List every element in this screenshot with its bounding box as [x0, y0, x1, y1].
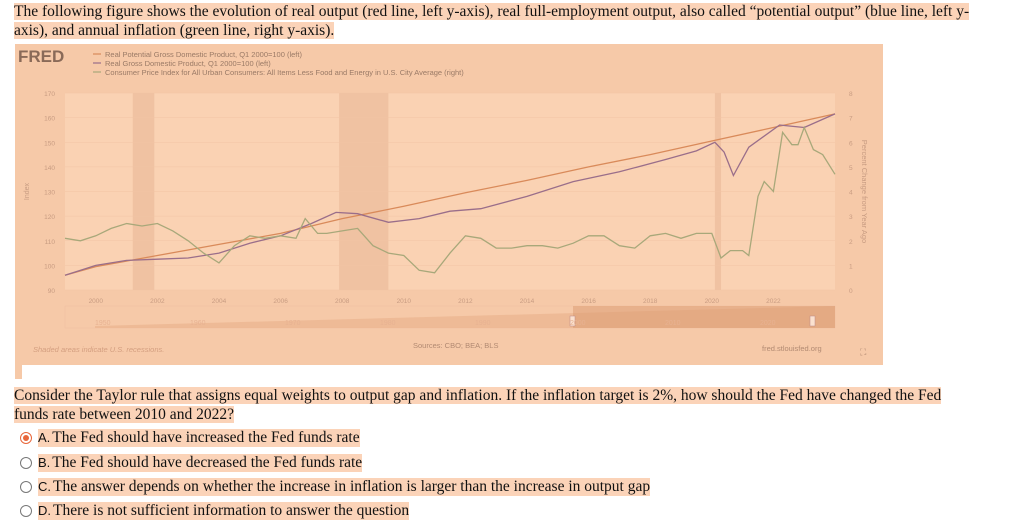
x-tick-label: 2012 [458, 298, 473, 305]
y2-tick-label: 2 [849, 239, 853, 246]
y2-tick-label: 5 [849, 165, 853, 172]
sources-note: Sources: CBO; BEA; BLS [413, 341, 498, 350]
y-tick-label: 150 [44, 140, 55, 147]
x-tick-label: 2020 [705, 298, 720, 305]
option-c-label: The answer depends on whether the increa… [53, 478, 651, 495]
y-tick-label: 170 [44, 91, 55, 98]
radio-b[interactable] [20, 457, 32, 469]
legend-label: Real Potential Gross Domestic Product, Q… [105, 50, 302, 59]
navigator-tick-label: 1980 [380, 320, 396, 327]
highlight-marker [15, 365, 22, 379]
x-tick-label: 2004 [212, 298, 227, 305]
y-tick-label: 100 [44, 263, 55, 270]
navigator-right-handle[interactable] [809, 315, 816, 327]
option-a-label: The Fed should have increased the Fed fu… [52, 429, 360, 446]
legend: Real Potential Gross Domestic Product, Q… [93, 50, 464, 77]
option-d-label: There is not sufficient information to a… [53, 502, 410, 519]
y-tick-label: 110 [45, 239, 56, 246]
radio-d[interactable] [20, 505, 32, 517]
y-tick-label: 160 [44, 116, 55, 123]
y2-tick-label: 8 [849, 91, 853, 98]
y2-tick-label: 6 [849, 140, 853, 147]
fred-link[interactable]: fred.stlouisfed.org [762, 344, 822, 353]
option-b-label: The Fed should have decreased the Fed fu… [52, 454, 363, 471]
x-tick-label: 2018 [643, 298, 658, 305]
navigator-tick-label: 1960 [190, 320, 206, 327]
option-c[interactable]: C. The answer depends on whether the incr… [20, 477, 651, 497]
fullscreen-icon[interactable]: ⛶ [859, 347, 867, 357]
option-a[interactable]: A. The Fed should have increased the Fed … [20, 428, 360, 448]
radio-c[interactable] [20, 481, 32, 493]
x-tick-label: 2014 [520, 298, 535, 305]
y-tick-label: 140 [44, 165, 55, 172]
x-tick-label: 2016 [581, 298, 596, 305]
navigator-left-handle[interactable] [569, 315, 576, 327]
x-tick-label: 2000 [89, 298, 104, 305]
navigator-tick-label: 2010 [665, 320, 681, 327]
legend-label: Real Gross Domestic Product, Q1 2000=100… [105, 59, 271, 68]
intro-text: The following figure shows the evolution… [14, 3, 970, 39]
x-tick-label: 2010 [397, 298, 412, 305]
y-axis-label: Index [24, 182, 31, 200]
y-tick-label: 120 [44, 214, 55, 221]
navigator-selection[interactable] [573, 306, 835, 328]
y2-axis-label: Percent Change from Year Ago [860, 140, 869, 243]
y-tick-label: 130 [44, 190, 55, 197]
legend-label: Consumer Price Index for All Urban Consu… [105, 68, 464, 77]
navigator-tick-label: 1970 [285, 320, 301, 327]
chart-svg: FRED Real Potential Gross Domestic Produ… [18, 47, 869, 357]
x-tick-label: 2006 [273, 298, 288, 305]
x-tick-label: 2022 [766, 298, 781, 305]
recession-note: Shaded areas indicate U.S. recessions. [33, 345, 164, 354]
option-b[interactable]: B. The Fed should have decreased the Fed … [20, 453, 363, 473]
navigator-tick-label: 2000 [570, 320, 586, 327]
navigator-tick-label: 1950 [95, 320, 111, 327]
navigator-tick-label: 2020 [760, 320, 776, 327]
fred-chart: FRED Real Potential Gross Domestic Produ… [15, 44, 883, 365]
range-navigator[interactable]: 1950 1960 1970 1980 1990 2000 2010 2020 [64, 305, 836, 329]
y2-tick-label: 3 [849, 214, 853, 221]
y2-tick-label: 0 [849, 288, 853, 295]
y2-tick-label: 4 [849, 190, 853, 197]
x-tick-label: 2008 [335, 298, 350, 305]
y2-tick-label: 7 [849, 116, 853, 123]
y-tick-label: 90 [48, 288, 56, 295]
option-d[interactable]: D. There is not sufficient information to… [20, 501, 410, 521]
navigator-tick-label: 1990 [475, 320, 491, 327]
real-gdp-line [64, 113, 836, 276]
question-text: Consider the Taylor rule that assigns eq… [14, 387, 942, 423]
y2-tick-label: 1 [849, 263, 853, 270]
x-tick-label: 2002 [150, 298, 165, 305]
plot-area: 90 100 110 120 130 140 150 160 170 0 1 2 3 4 5 6 7 8 2000 2… [24, 91, 869, 305]
core-cpi-line [64, 125, 836, 274]
radio-a[interactable] [20, 432, 32, 444]
potential-gdp-line [64, 113, 836, 276]
fred-logo: FRED [18, 47, 64, 66]
